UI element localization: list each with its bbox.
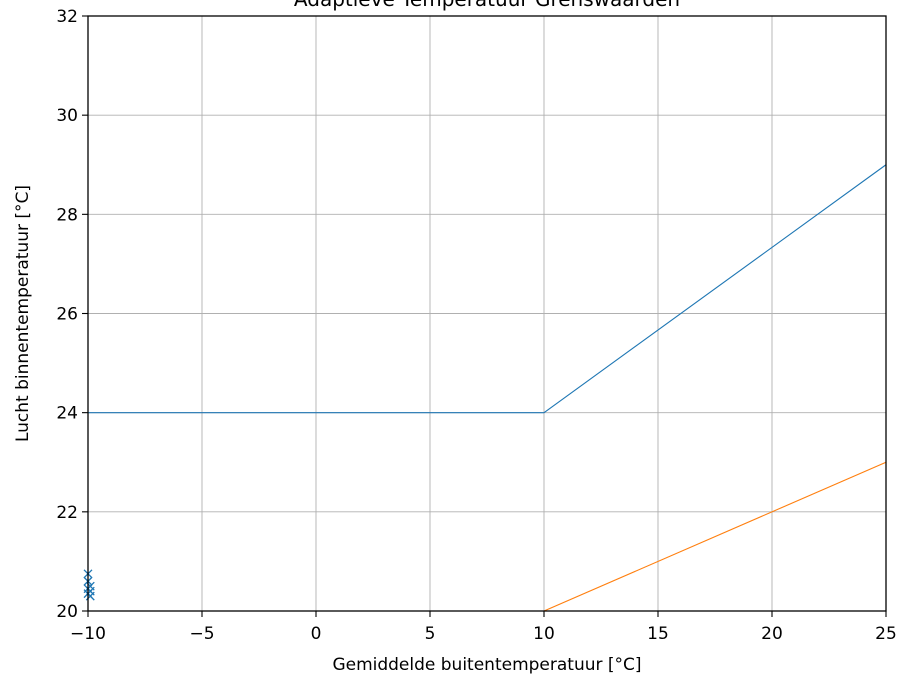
y-tick-label: 32 [56,7,78,27]
x-tick-label: 0 [311,624,322,644]
x-tick-label: 25 [875,624,897,644]
x-tick-label: −10 [70,624,106,644]
y-tick-label: 20 [56,602,78,622]
y-tick-label: 26 [56,305,78,325]
y-tick-label: 28 [56,205,78,225]
y-axis-label: Lucht binnentemperatuur [°C] [13,185,33,442]
grid-lines [87,15,887,612]
x-tick-label: −5 [189,624,214,644]
x-tick-label: 5 [425,624,436,644]
series-layer [83,164,887,612]
x-axis-label: Gemiddelde buitentemperatuur [°C] [332,655,641,675]
chart-title: Adaptieve Temperatuur Grenswaarden [294,0,680,11]
series-line-1 [543,461,887,612]
y-tick-label: 24 [56,404,78,424]
y-tick-label: 22 [56,503,78,523]
y-tick-label: 30 [56,106,78,126]
x-tick-label: 10 [533,624,555,644]
series-line-0 [88,164,887,414]
x-tick-label: 15 [647,624,669,644]
axis-ticks: −10 −5 0 5 10 15 20 25 20 22 24 26 28 30 32 [56,7,896,644]
x-tick-label: 20 [761,624,783,644]
